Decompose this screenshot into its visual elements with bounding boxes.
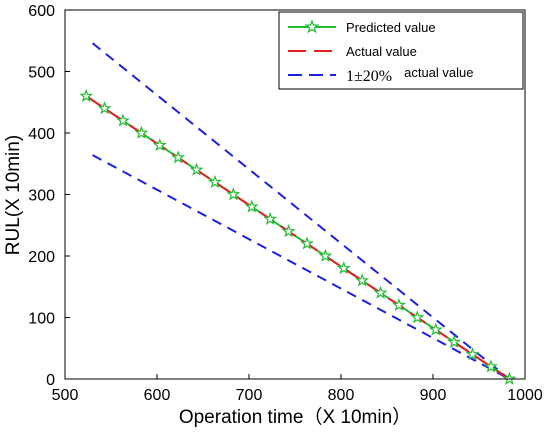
predicted-point-star-icon — [208, 174, 222, 189]
predicted-point-star-icon — [244, 199, 259, 213]
legend-predicted-label: Predicted value — [346, 20, 436, 35]
predicted-point-star-icon — [318, 248, 333, 262]
x-tick-label: 700 — [236, 387, 263, 404]
predicted-point-star-icon — [410, 310, 425, 324]
predicted-point-star-icon — [263, 211, 278, 225]
x-axis-title: Operation time（X 10min） — [179, 406, 411, 428]
predicted-point-star-icon — [502, 371, 517, 385]
legend-band-suffix: actual value — [404, 65, 473, 80]
y-tick-label: 0 — [46, 372, 55, 389]
predicted-point-star-icon — [373, 285, 388, 299]
y-tick-label: 100 — [28, 311, 55, 328]
predicted-point-star-icon — [97, 101, 112, 115]
x-tick-label: 1000 — [507, 387, 543, 404]
y-axis-title: RUL(X 10min) — [3, 135, 24, 255]
legend-band-main: 1±20% — [346, 68, 392, 85]
predicted-point-star-icon — [484, 359, 498, 373]
legend-actual-label: Actual value — [346, 44, 417, 59]
predicted-point-star-icon — [447, 334, 462, 348]
x-tick-label: 600 — [144, 387, 171, 404]
predicted-point-star-icon — [189, 162, 204, 176]
predicted-point-star-icon — [428, 322, 443, 336]
predicted-point-star-icon — [79, 88, 94, 102]
legend-predicted-star-icon — [304, 19, 320, 34]
x-tick-label: 500 — [52, 387, 79, 404]
x-tick-label: 800 — [328, 387, 355, 404]
y-tick-label: 200 — [28, 249, 55, 266]
y-tick-label: 500 — [28, 65, 55, 82]
legend: Predicted value Actual value 1±20% actua… — [278, 11, 524, 90]
predicted-point-star-icon — [300, 236, 314, 250]
predicted-point-star-icon — [226, 187, 241, 201]
predicted-point-star-icon — [281, 224, 296, 238]
predicted-point-star-icon — [392, 297, 406, 312]
predicted-point-star-icon — [171, 150, 186, 164]
series-lower-band-line — [92, 154, 510, 380]
legend-band-label: 1±20% actual value — [346, 65, 474, 85]
predicted-point-star-icon — [134, 125, 149, 139]
predicted-point-star-icon — [355, 273, 370, 287]
predicted-point-star-icon — [465, 347, 480, 361]
predicted-point-star-icon — [336, 261, 351, 275]
y-tick-label: 400 — [28, 126, 55, 143]
predicted-point-star-icon — [116, 113, 130, 127]
y-tick-label: 600 — [28, 3, 55, 20]
predicted-point-star-icon — [152, 138, 167, 152]
x-tick-label: 900 — [420, 387, 447, 404]
series-upper-band-line — [91, 42, 510, 380]
y-tick-label: 300 — [28, 188, 55, 205]
